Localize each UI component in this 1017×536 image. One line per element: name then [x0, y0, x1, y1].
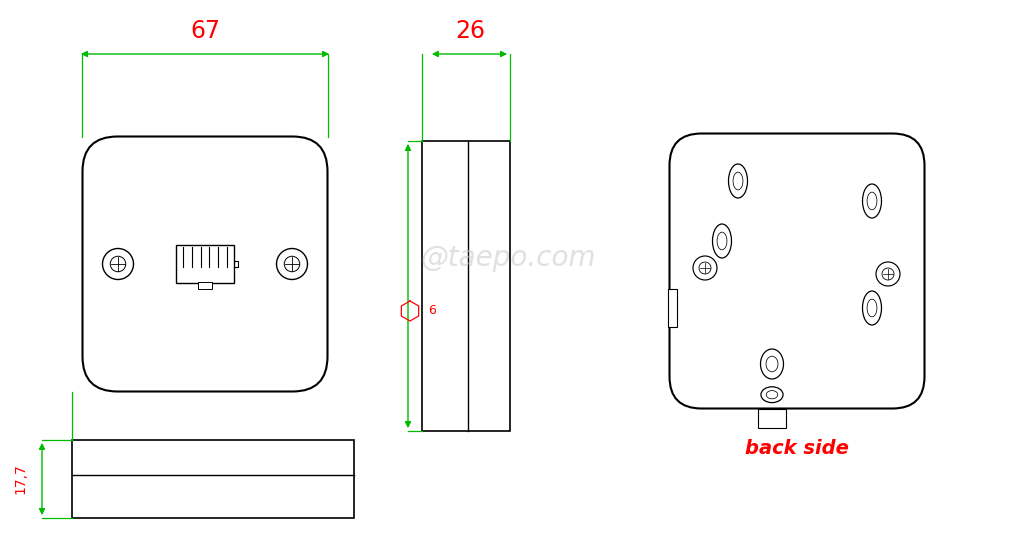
Text: 6: 6 [428, 304, 436, 317]
Circle shape [876, 262, 900, 286]
Ellipse shape [733, 172, 743, 190]
Text: back side: back side [745, 438, 849, 458]
Ellipse shape [717, 232, 727, 250]
Ellipse shape [713, 224, 731, 258]
Circle shape [693, 256, 717, 280]
Bar [759, 409, 785, 428]
Text: 26: 26 [455, 19, 485, 43]
Ellipse shape [862, 291, 882, 325]
Ellipse shape [868, 192, 877, 210]
Bar [72, 440, 354, 518]
Circle shape [284, 256, 300, 272]
Bar [198, 282, 212, 289]
Circle shape [103, 249, 133, 279]
Ellipse shape [728, 164, 747, 198]
Circle shape [699, 262, 711, 274]
Ellipse shape [766, 356, 778, 372]
Bar [422, 141, 510, 431]
Circle shape [882, 268, 894, 280]
Text: @taepo.com: @taepo.com [420, 244, 596, 272]
Ellipse shape [766, 391, 778, 399]
Ellipse shape [868, 299, 877, 317]
Bar [667, 289, 676, 327]
FancyBboxPatch shape [669, 133, 924, 408]
Ellipse shape [761, 387, 783, 403]
Bar [176, 245, 234, 283]
FancyBboxPatch shape [82, 137, 327, 391]
Circle shape [110, 256, 126, 272]
Circle shape [277, 249, 307, 279]
Ellipse shape [862, 184, 882, 218]
Text: 67: 67 [190, 19, 220, 43]
Text: 17,7: 17,7 [13, 464, 27, 494]
Ellipse shape [761, 349, 783, 379]
